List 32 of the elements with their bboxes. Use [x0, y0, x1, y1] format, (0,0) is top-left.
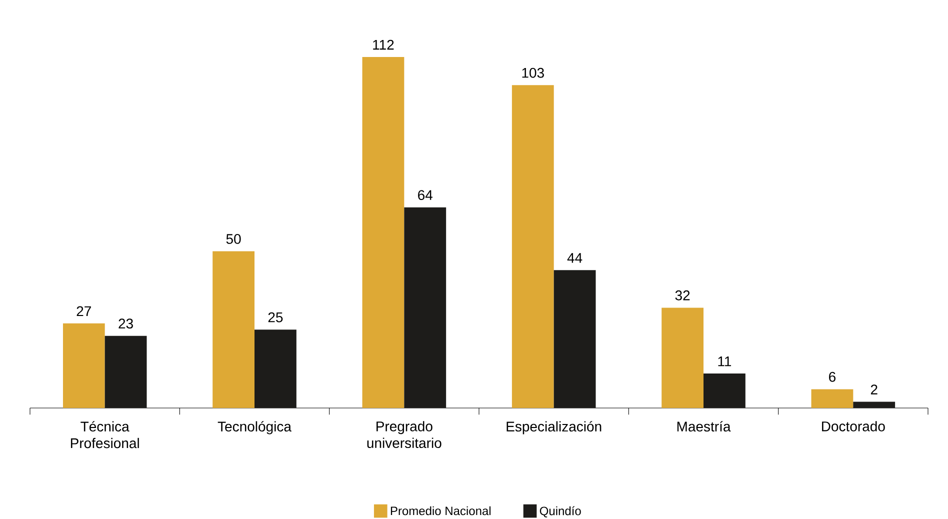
data-label: 23	[118, 318, 133, 329]
data-label: 50	[226, 234, 241, 244]
bar	[104, 336, 147, 408]
bar	[362, 56, 404, 408]
bar	[212, 251, 255, 408]
legend-label: Promedio Nacional	[390, 506, 491, 516]
data-label: 112	[373, 40, 394, 50]
bar	[662, 308, 704, 408]
x-tick-label: Doctorado	[822, 421, 885, 432]
data-label: 44	[567, 253, 582, 263]
bar	[554, 270, 596, 408]
data-label: 25	[268, 312, 283, 322]
bar	[811, 389, 854, 408]
x-tick-label: Tecnológica	[218, 421, 292, 434]
bar	[254, 330, 296, 408]
x-tick-label: Especialización	[506, 421, 602, 434]
bar	[404, 207, 446, 408]
bar	[62, 323, 105, 408]
x-tick-label: Maestría	[677, 421, 731, 432]
bar	[704, 374, 746, 408]
x-tick-label: Pregrado universitario	[367, 421, 442, 448]
data-label: 64	[418, 190, 432, 200]
data-label: 11	[718, 356, 732, 366]
data-label: 2	[870, 384, 878, 394]
data-label: 32	[675, 290, 690, 300]
data-label: 27	[76, 306, 91, 316]
x-tick-label: Técnica Profesional	[70, 421, 139, 448]
bar	[512, 85, 554, 408]
data-label: 6	[829, 372, 836, 382]
legend-label: Quindío	[540, 506, 581, 518]
bar	[853, 402, 896, 408]
data-label: 103	[522, 68, 544, 78]
